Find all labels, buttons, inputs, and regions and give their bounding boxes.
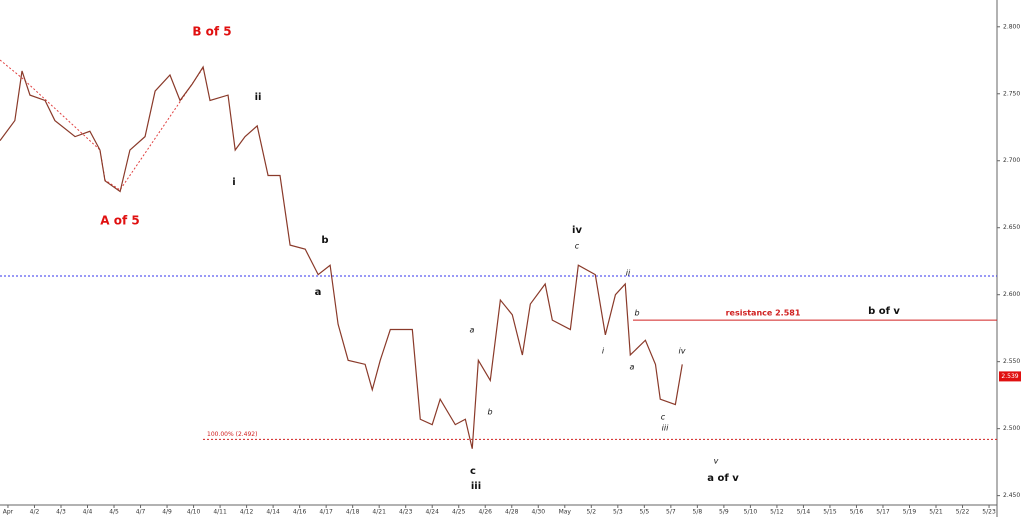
wave-label: A of 5 — [100, 214, 139, 228]
wave-label: c — [470, 466, 476, 477]
x-tick-label: 4/2 — [30, 509, 40, 516]
y-tick-label: 2.450 — [1003, 492, 1020, 499]
wave-label: iv — [572, 225, 582, 236]
wave-sublabel: c — [661, 413, 666, 422]
x-tick-label: 4/30 — [532, 509, 546, 516]
price-line — [0, 65, 683, 449]
x-tick-label: 4/26 — [478, 509, 492, 516]
wave-label: a — [315, 287, 322, 298]
wave-label: v — [714, 457, 719, 466]
x-tick-label: 4/5 — [109, 509, 119, 516]
resistance-label: resistance 2.581 — [726, 309, 801, 318]
x-tick-label: 4/9 — [162, 509, 172, 516]
wave-sublabel: b — [634, 309, 639, 318]
last-price-label: 2.539 — [1001, 373, 1018, 380]
wave-label: b of v — [868, 306, 900, 317]
y-tick-label: 2.700 — [1003, 157, 1020, 164]
wave-label: ii — [255, 92, 262, 103]
x-tick-label: 4/28 — [505, 509, 519, 516]
x-tick-label: 4/18 — [346, 509, 360, 516]
wave-sublabel: iv — [679, 347, 686, 356]
wave-guide — [0, 59, 204, 191]
wave-sublabel: c — [575, 242, 580, 251]
x-tick-label: 5/21 — [929, 509, 943, 516]
x-tick-label: 4/16 — [293, 509, 307, 516]
x-tick-label: Apr — [3, 509, 14, 516]
x-tick-label: 4/12 — [240, 509, 254, 516]
wave-label: a of v — [707, 473, 739, 484]
wave-label: iii — [471, 481, 481, 492]
x-tick-label: 4/10 — [187, 509, 201, 516]
x-tick-label: 4/17 — [319, 509, 333, 516]
last-price-box — [999, 371, 1021, 382]
wave-sublabel: ii — [626, 269, 631, 278]
x-tick-label: 4/7 — [136, 509, 146, 516]
x-tick-label: 5/7 — [666, 509, 676, 516]
y-tick-label: 2.800 — [1003, 23, 1020, 30]
wave-label: i — [232, 177, 235, 188]
wave-sublabel: iii — [662, 424, 669, 433]
wave-label: B of 5 — [192, 25, 231, 39]
wave-sublabel: a — [470, 326, 475, 335]
y-tick-label: 2.500 — [1003, 425, 1020, 432]
y-tick-label: 2.550 — [1003, 358, 1020, 365]
x-tick-label: 5/12 — [770, 509, 784, 516]
x-tick-label: 4/24 — [425, 509, 439, 516]
x-tick-label: 4/4 — [83, 509, 93, 516]
wave-sublabel: b — [487, 408, 492, 417]
x-tick-label: 5/19 — [903, 509, 917, 516]
x-tick-label: 5/3 — [613, 509, 623, 516]
x-tick-label: 5/17 — [876, 509, 890, 516]
x-tick-label: 4/25 — [452, 509, 466, 516]
x-tick-label: 4/23 — [399, 509, 413, 516]
x-tick-label: 5/8 — [693, 509, 703, 516]
x-tick-label: 5/14 — [797, 509, 811, 516]
x-tick-label: 5/16 — [850, 509, 864, 516]
x-tick-label: 5/5 — [640, 509, 650, 516]
x-tick-label: 5/9 — [719, 509, 729, 516]
x-tick-label: 4/3 — [56, 509, 66, 516]
x-tick-label: 5/22 — [956, 509, 970, 516]
y-tick-label: 2.650 — [1003, 224, 1020, 231]
x-tick-label: 5/2 — [586, 509, 596, 516]
x-tick-label: 5/15 — [823, 509, 837, 516]
target-label: 100.00% (2.492) — [207, 431, 257, 438]
x-tick-label: 4/14 — [266, 509, 280, 516]
x-tick-label: May — [559, 509, 572, 516]
x-tick-label: 5/10 — [744, 509, 758, 516]
x-tick-label: 4/21 — [372, 509, 386, 516]
wave-label: b — [321, 235, 328, 246]
x-tick-label: 4/11 — [213, 509, 227, 516]
wave-sublabel: i — [602, 347, 605, 356]
y-tick-label: 2.600 — [1003, 291, 1020, 298]
x-tick-label: 5/23 — [982, 509, 996, 516]
y-tick-label: 2.750 — [1003, 90, 1020, 97]
wave-sublabel: a — [630, 363, 635, 372]
